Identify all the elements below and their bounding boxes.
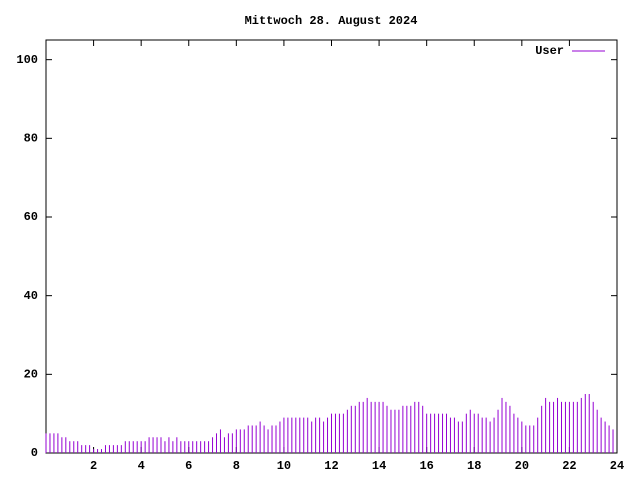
- chart-title: Mittwoch 28. August 2024: [245, 14, 418, 28]
- x-tick-label: 10: [277, 459, 291, 473]
- x-tick-label: 20: [515, 459, 529, 473]
- x-tick-label: 14: [372, 459, 386, 473]
- x-tick-label: 8: [233, 459, 240, 473]
- x-tick-label: 18: [467, 459, 481, 473]
- y-tick-label: 100: [16, 53, 38, 67]
- x-tick-label: 6: [185, 459, 192, 473]
- y-tick-label: 0: [31, 446, 38, 460]
- y-tick-label: 20: [24, 368, 38, 382]
- y-tick-label: 80: [24, 132, 38, 146]
- legend-label: User: [535, 44, 564, 58]
- x-tick-label: 12: [324, 459, 338, 473]
- x-tick-label: 2: [90, 459, 97, 473]
- x-tick-label: 22: [562, 459, 576, 473]
- y-tick-label: 60: [24, 210, 38, 224]
- y-tick-label: 40: [24, 289, 38, 303]
- x-tick-label: 24: [610, 459, 624, 473]
- x-tick-label: 4: [138, 459, 145, 473]
- x-tick-label: 16: [419, 459, 433, 473]
